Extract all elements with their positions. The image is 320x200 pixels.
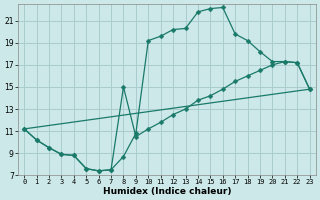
X-axis label: Humidex (Indice chaleur): Humidex (Indice chaleur) [103,187,231,196]
